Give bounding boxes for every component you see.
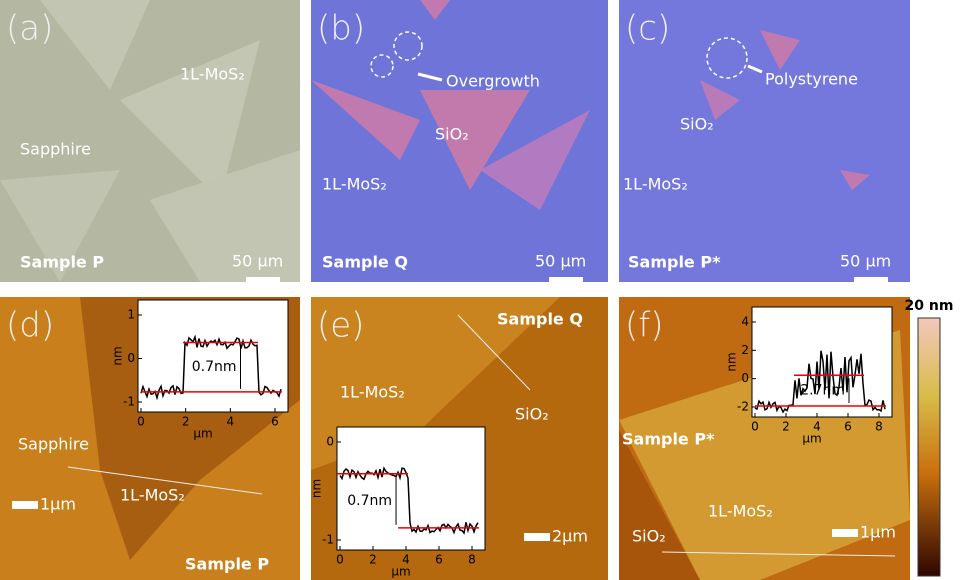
annotation: Sapphire — [18, 435, 89, 454]
sample-label: Sample P* — [622, 430, 715, 449]
y-tick-label: -2 — [737, 400, 749, 414]
annotation: 1L-MoS₂ — [340, 383, 405, 402]
scale-bar — [549, 277, 583, 283]
scale-label: 50 µm — [535, 252, 586, 271]
x-axis-label: µm — [193, 427, 212, 441]
scale-label: 50 µm — [232, 252, 283, 271]
y-tick-label: 1 — [127, 308, 135, 322]
panel-label: (d) — [6, 306, 54, 346]
y-tick-label: -1 — [123, 395, 135, 409]
x-tick-label: 0 — [336, 553, 344, 567]
panel-label: (c) — [625, 9, 670, 49]
panel-label: (f) — [625, 306, 664, 346]
y-axis-label: nm — [310, 479, 324, 498]
x-tick-label: 2 — [782, 420, 790, 434]
panel-label: (e) — [317, 306, 364, 346]
sample-label: Sample P — [20, 253, 104, 272]
annotation: 1L-MoS₂ — [120, 486, 185, 505]
sample-label: Sample P — [185, 555, 269, 574]
step-label: 2.7nm — [800, 383, 845, 399]
sample-label: Sample Q — [497, 310, 583, 329]
sample-label: Sample P* — [628, 253, 721, 272]
annotation: Overgrowth — [446, 72, 540, 91]
scale-label: 2µm — [552, 527, 588, 546]
x-tick-label: 6 — [271, 415, 279, 429]
y-tick-label: -1 — [322, 533, 334, 547]
scale-bar — [246, 277, 280, 283]
x-tick-label: 2 — [369, 553, 377, 567]
scale-label: 1µm — [860, 523, 896, 542]
annotation: SiO₂ — [680, 115, 714, 134]
annotation: 1L-MoS₂ — [708, 502, 773, 521]
colorbar — [918, 318, 940, 576]
scale-bar — [524, 533, 550, 541]
figure: 20 nm (a)1L-MoS₂SapphireSample P50 µm(b)… — [0, 0, 961, 580]
annotation: 1L-MoS₂ — [322, 175, 387, 194]
x-axis-label: µm — [391, 565, 410, 579]
scale-bar — [854, 277, 888, 283]
inset-frame — [138, 300, 288, 412]
step-label: 0.7nm — [192, 359, 237, 375]
scale-label: 1µm — [40, 495, 76, 514]
y-tick-label: 0 — [741, 371, 749, 385]
x-tick-label: 2 — [182, 415, 190, 429]
panel-label: (a) — [6, 9, 53, 49]
annotation: 1L-MoS₂ — [623, 175, 688, 194]
x-axis-label: µm — [802, 432, 821, 446]
y-axis-label: nm — [725, 352, 739, 371]
annotation: SiO₂ — [435, 125, 469, 144]
y-tick-label: 0 — [326, 435, 334, 449]
x-tick-label: 4 — [227, 415, 235, 429]
panel-label: (b) — [317, 9, 365, 49]
y-axis-label: nm — [111, 346, 125, 365]
x-tick-label: 8 — [468, 553, 476, 567]
step-label: 0.7nm — [347, 493, 392, 509]
y-tick-label: 0 — [127, 351, 135, 365]
x-tick-label: 6 — [435, 553, 443, 567]
annotation: SiO₂ — [632, 527, 666, 546]
scale-bar — [12, 501, 38, 509]
annotation: Polystyrene — [765, 70, 858, 89]
y-tick-label: 2 — [741, 343, 749, 357]
scale-label: 50 µm — [840, 252, 891, 271]
annotation: 1L-MoS₂ — [180, 65, 245, 84]
sample-label: Sample Q — [322, 253, 408, 272]
x-tick-label: 0 — [137, 415, 145, 429]
x-tick-label: 0 — [751, 420, 759, 434]
x-tick-label: 8 — [875, 420, 883, 434]
y-tick-label: 4 — [741, 315, 749, 329]
annotation: Sapphire — [20, 140, 91, 159]
scale-bar — [832, 529, 858, 537]
colorbar-label: 20 nm — [905, 298, 954, 314]
annotation: SiO₂ — [515, 405, 549, 424]
x-tick-label: 6 — [844, 420, 852, 434]
